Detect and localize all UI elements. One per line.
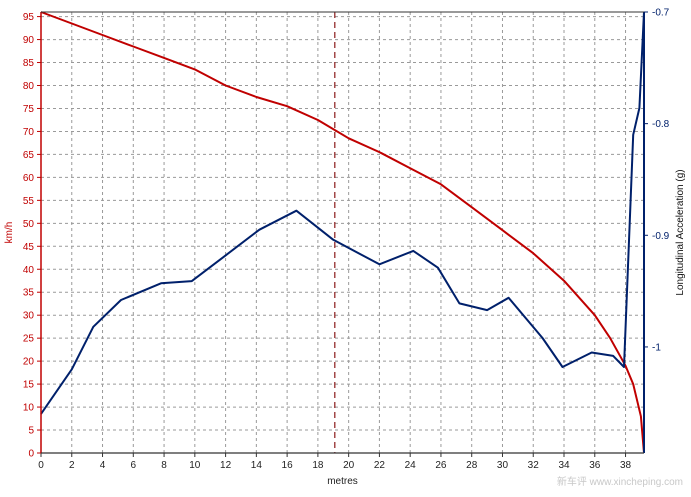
x-tick-label: 30 <box>497 460 509 471</box>
y-left-axis-title: km/h <box>4 222 15 244</box>
y-left-tick-label: 70 <box>23 127 35 138</box>
x-tick-label: 0 <box>38 460 44 471</box>
y-left-tick-label: 90 <box>23 35 35 46</box>
y-right-tick-label: -0.9 <box>652 231 670 242</box>
x-tick-label: 28 <box>466 460 478 471</box>
x-tick-label: 32 <box>528 460 540 471</box>
y-left-tick-label: 20 <box>23 357 35 368</box>
y-left-tick-label: 65 <box>23 150 35 161</box>
y-left-tick-label: 10 <box>23 403 35 414</box>
x-tick-label: 14 <box>251 460 263 471</box>
y-left-tick-label: 50 <box>23 219 35 230</box>
y-left-tick-label: 80 <box>23 81 35 92</box>
x-tick-label: 18 <box>312 460 324 471</box>
watermark: 新车评 www.xincheping.com <box>556 477 683 488</box>
plot-area <box>41 12 644 453</box>
y-right-tick-label: -0.8 <box>652 119 670 130</box>
x-tick-label: 34 <box>558 460 570 471</box>
y-left-tick-label: 5 <box>28 426 34 437</box>
y-left-tick-label: 60 <box>23 173 35 184</box>
series-line-left <box>40 11 645 454</box>
x-tick-label: 38 <box>620 460 632 471</box>
y-left-tick-label: 35 <box>23 288 35 299</box>
labels: 0 2 4 6 8 10 12 14 16 18 20 22 24 26 28 30 32 34 36 3805101… <box>4 8 686 488</box>
y-left-tick-label: 25 <box>23 334 35 345</box>
x-tick-label: 12 <box>220 460 232 471</box>
x-axis-title: metres <box>327 476 358 487</box>
grid <box>41 12 644 453</box>
x-tick-label: 2 <box>69 460 75 471</box>
x-tick-label: 36 <box>589 460 601 471</box>
x-tick-label: 10 <box>189 460 201 471</box>
y-left-tick-label: 15 <box>23 380 35 391</box>
y-right-tick-label: -0.7 <box>652 8 670 19</box>
x-tick-label: 16 <box>282 460 294 471</box>
y-right-tick-label: -1 <box>652 342 661 353</box>
x-tick-label: 26 <box>435 460 447 471</box>
y-left-tick-label: 55 <box>23 196 35 207</box>
y-left-tick-label: 75 <box>23 104 35 115</box>
x-tick-label: 4 <box>100 460 106 471</box>
series-layer <box>40 11 645 454</box>
x-tick-label: 20 <box>343 460 355 471</box>
axes <box>37 11 648 457</box>
y-left-tick-label: 0 <box>28 449 34 460</box>
x-tick-label: 22 <box>374 460 386 471</box>
x-tick-label: 6 <box>131 460 137 471</box>
y-left-tick-label: 85 <box>23 58 35 69</box>
y-left-tick-label: 95 <box>23 12 35 23</box>
series-line-right <box>40 11 645 415</box>
y-left-tick-label: 40 <box>23 265 35 276</box>
y-left-tick-label: 30 <box>23 311 35 322</box>
x-tick-label: 8 <box>161 460 167 471</box>
y-right-axis-title: Longitudinal Acceleration (g) <box>675 169 686 295</box>
y-left-tick-label: 45 <box>23 242 35 253</box>
x-tick-label: 24 <box>405 460 417 471</box>
